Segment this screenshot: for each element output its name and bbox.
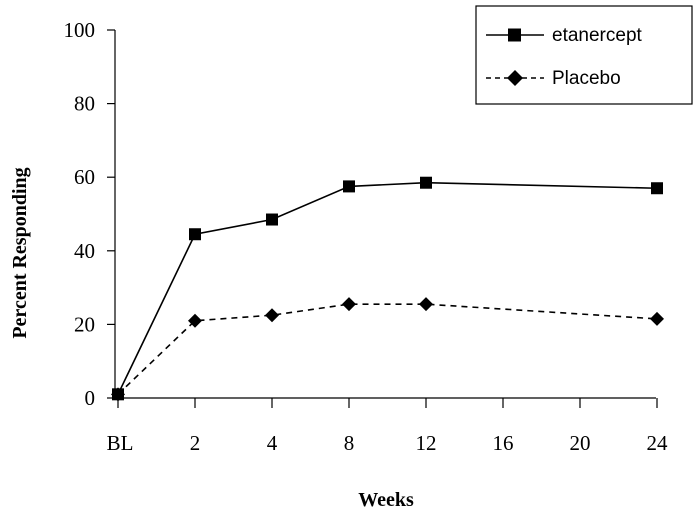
data-point-etanercept	[343, 180, 355, 193]
x-tick-label: 8	[344, 431, 355, 455]
y-tick-label: 0	[85, 386, 96, 410]
data-point-etanercept	[651, 182, 663, 195]
data-point-placebo	[342, 297, 356, 312]
y-tick-label: 100	[64, 18, 96, 42]
x-tick-label: 16	[493, 431, 514, 455]
legend: etanercept Placebo	[475, 5, 693, 105]
y-tick-label: 80	[74, 92, 95, 116]
x-tick-label: 12	[416, 431, 437, 455]
x-tick-label: BL	[107, 431, 134, 455]
x-tick-label: 24	[647, 431, 669, 455]
y-tick-label: 20	[74, 312, 95, 336]
legend-marker-placebo	[507, 70, 523, 86]
x-tick-label: 2	[190, 431, 201, 455]
y-axis-title: Percent Responding	[9, 167, 31, 338]
legend-marker-etanercept	[508, 28, 521, 42]
legend-label-etanercept: etanercept	[552, 25, 643, 46]
x-tick-label: 20	[570, 431, 591, 455]
y-tick-label: 40	[74, 239, 95, 263]
data-point-etanercept	[189, 228, 201, 241]
x-tick-label: 4	[267, 431, 278, 455]
data-point-etanercept	[266, 213, 278, 226]
y-ticks: 0 20 40 60 80 100	[64, 18, 115, 410]
data-point-etanercept	[420, 176, 432, 189]
y-tick-label: 60	[74, 165, 95, 189]
data-point-placebo	[419, 297, 433, 312]
data-point-placebo	[265, 308, 279, 323]
legend-label-placebo: Placebo	[552, 68, 621, 89]
data-point-placebo	[650, 311, 664, 326]
data-point-placebo	[188, 313, 202, 328]
axes	[114, 30, 656, 399]
series-line-placebo	[117, 303, 658, 395]
data-point-placebo	[111, 387, 125, 402]
series-line-etanercept	[117, 181, 658, 395]
x-ticks: BL 2 4 8 12 16 20 24	[107, 398, 668, 455]
legend-box	[475, 5, 693, 105]
x-axis-title: Weeks	[358, 489, 414, 511]
series-layer	[111, 176, 664, 402]
